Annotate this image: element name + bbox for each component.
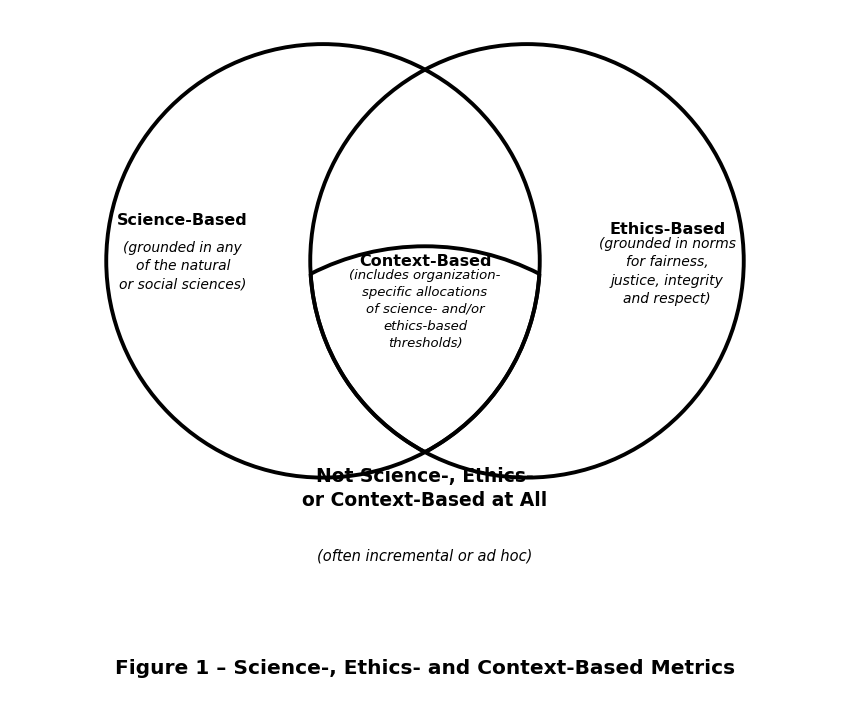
Text: (often incremental or ad hoc): (often incremental or ad hoc) xyxy=(317,549,533,564)
Text: Ethics-Based: Ethics-Based xyxy=(609,221,725,236)
Text: (grounded in norms
for fairness,
justice, integrity
and respect): (grounded in norms for fairness, justice… xyxy=(598,237,736,306)
Text: Figure 1 – Science-, Ethics- and Context-Based Metrics: Figure 1 – Science-, Ethics- and Context… xyxy=(115,659,735,678)
Text: Not Science-, Ethics-
or Context-Based at All: Not Science-, Ethics- or Context-Based a… xyxy=(303,467,547,510)
Text: Science-Based: Science-Based xyxy=(117,213,248,228)
Text: (includes organization-
specific allocations
of science- and/or
ethics-based
thr: (includes organization- specific allocat… xyxy=(349,269,501,350)
Text: (grounded in any
of the natural
or social sciences): (grounded in any of the natural or socia… xyxy=(119,241,246,292)
Text: Context-Based: Context-Based xyxy=(359,255,491,269)
